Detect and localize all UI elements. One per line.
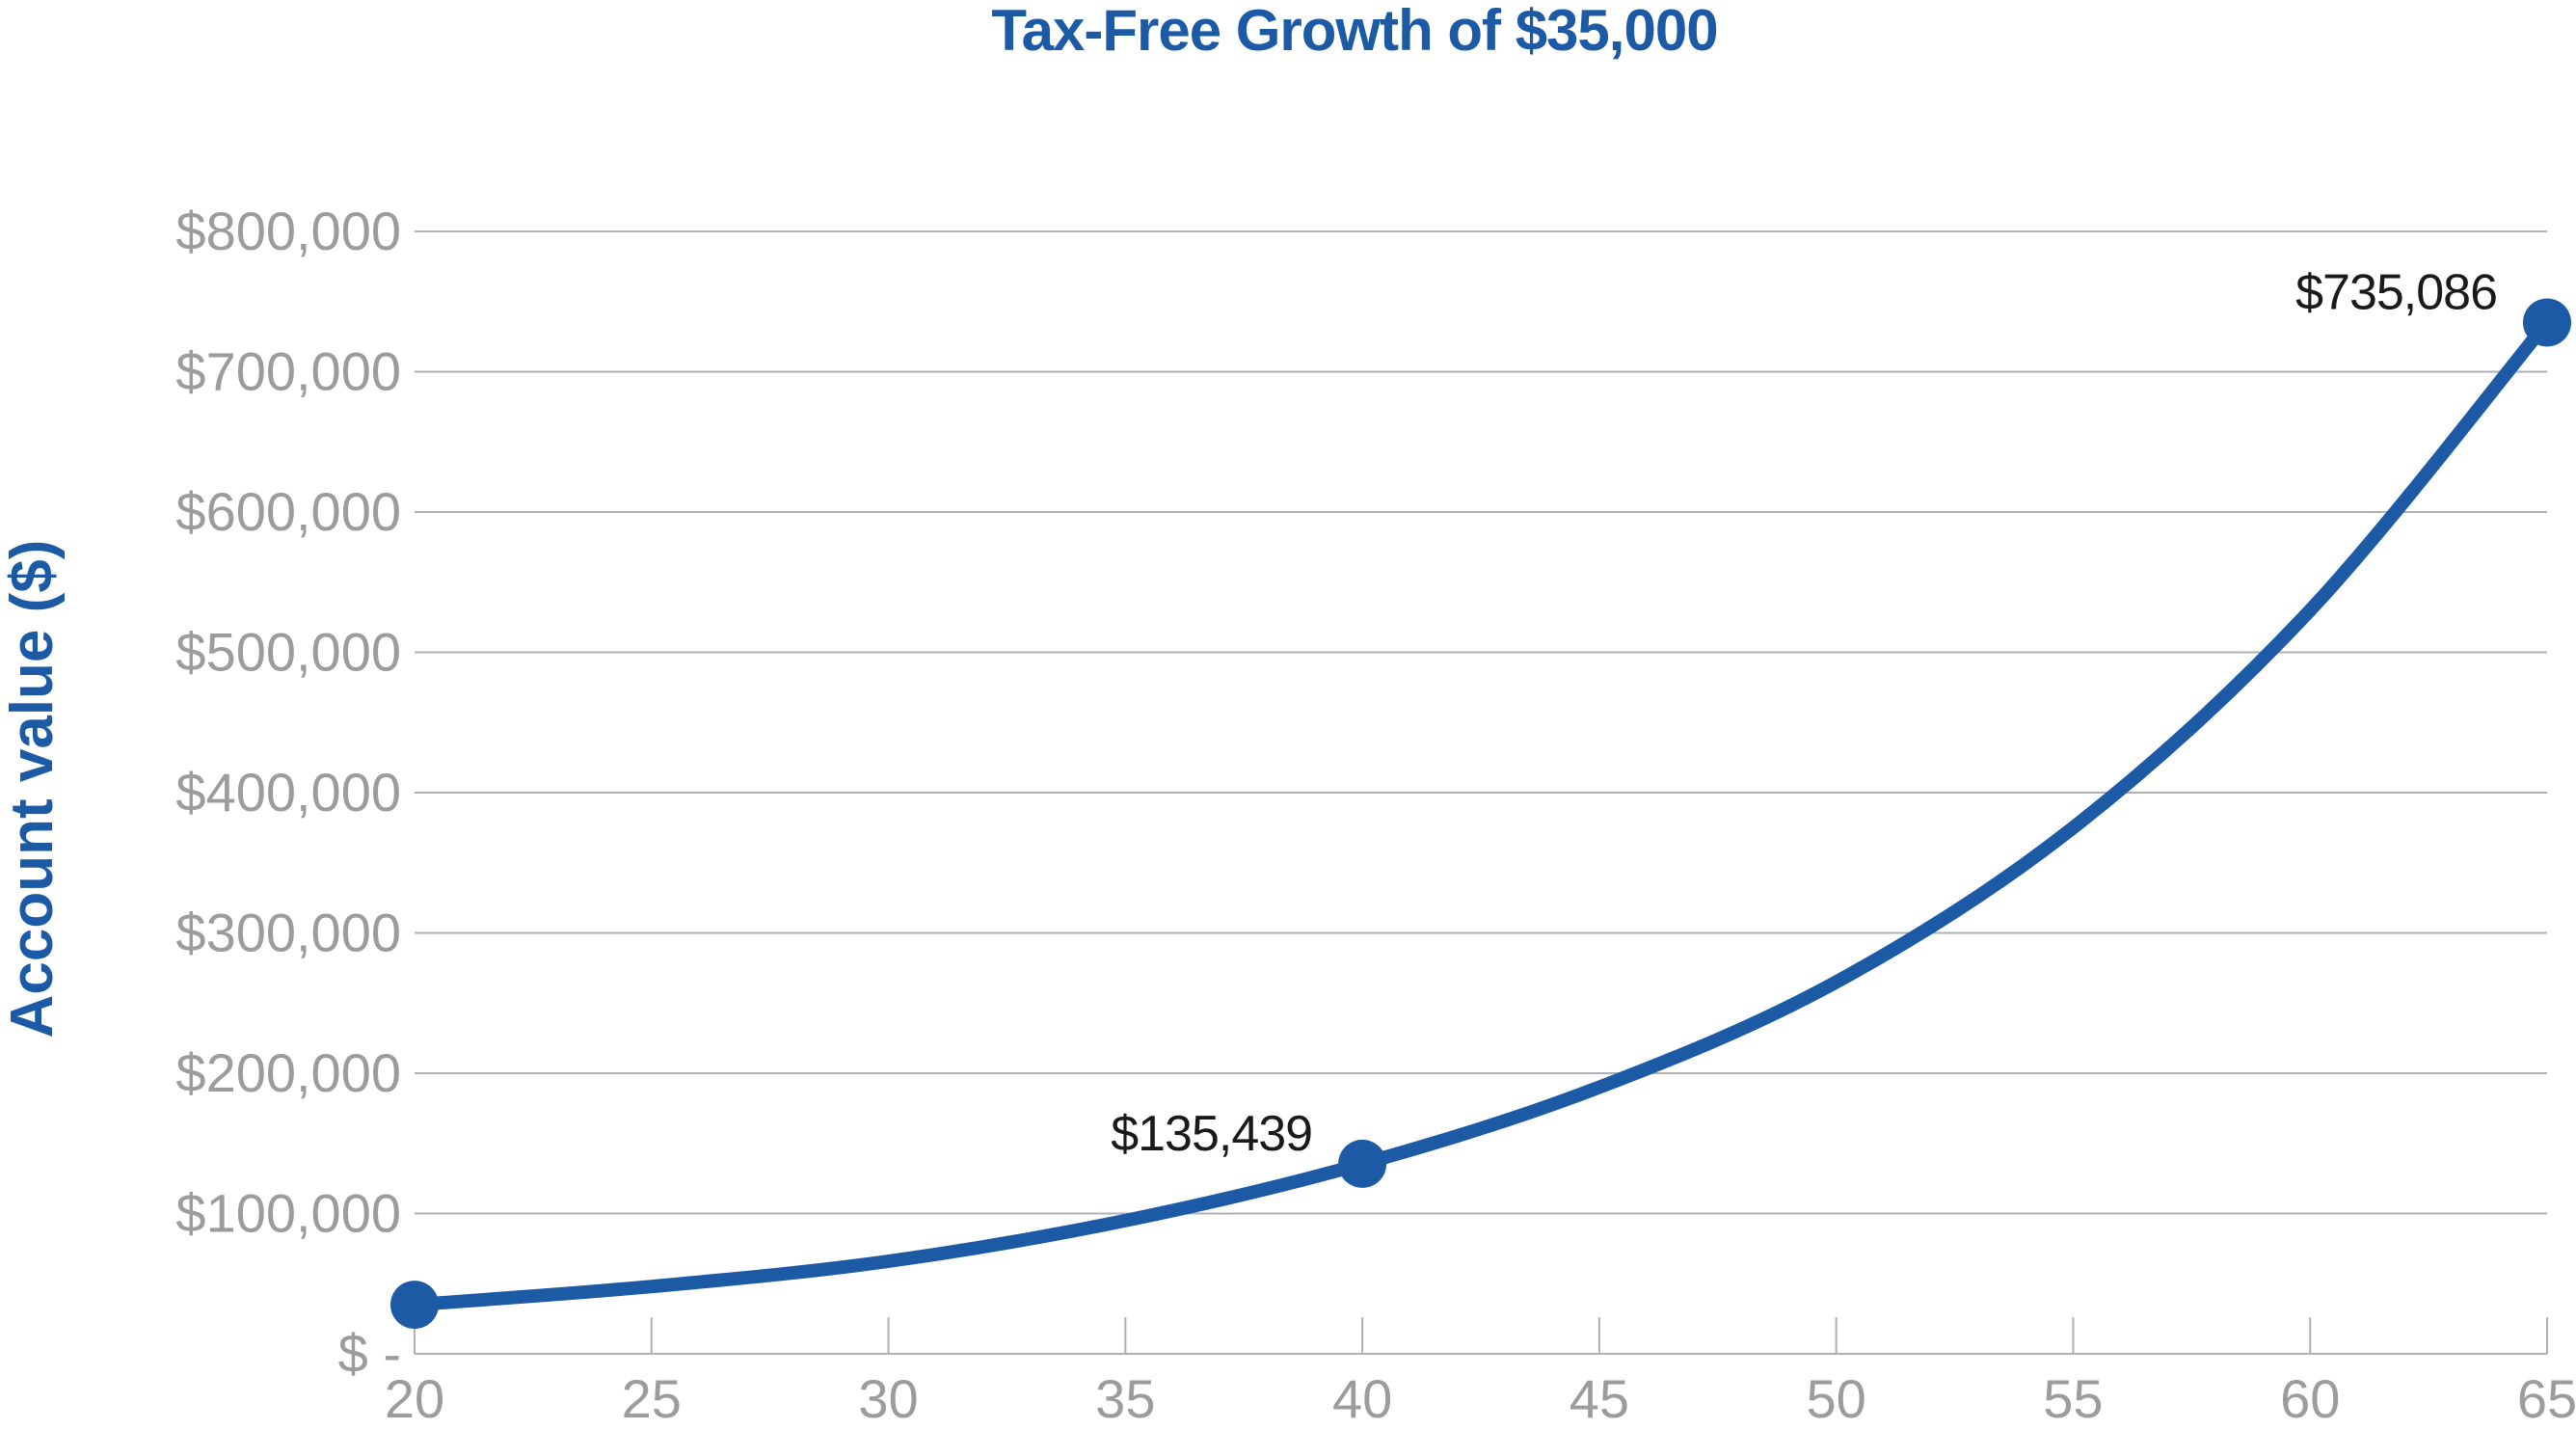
data-point — [2523, 298, 2571, 347]
y-tick-label: $200,000 — [175, 1042, 401, 1103]
y-axis-label: Account value ($) — [0, 540, 66, 1039]
series-layer — [408, 315, 2554, 1312]
x-tick-label: 50 — [1807, 1368, 1866, 1425]
y-tick-label: $300,000 — [175, 903, 401, 963]
x-tick-label: 40 — [1332, 1368, 1392, 1425]
x-tick-label: 25 — [622, 1368, 682, 1425]
series-line — [408, 315, 2554, 1312]
x-tick-label: 60 — [2280, 1368, 2340, 1425]
x-tick-label: 65 — [2517, 1368, 2576, 1425]
y-tick-label: $100,000 — [175, 1183, 401, 1244]
x-tick-label: 35 — [1095, 1368, 1155, 1425]
data-point — [1338, 1139, 1387, 1188]
data-label: $735,086 — [2295, 264, 2497, 320]
x-tick-label: 45 — [1570, 1368, 1629, 1425]
marker-layer: $135,439 $735,086 — [390, 264, 2571, 1330]
x-tick-label: 55 — [2043, 1368, 2103, 1425]
y-tick-label: $800,000 — [175, 201, 401, 261]
data-label: $135,439 — [1111, 1106, 1312, 1162]
y-tick-label: $500,000 — [175, 622, 401, 683]
x-tick-label: 20 — [385, 1368, 444, 1425]
y-axis-ticks: $ - $100,000 $200,000 $300,000 $400,000 $500,… — [175, 201, 401, 1384]
data-point — [390, 1281, 439, 1330]
gridlines — [414, 230, 2548, 1355]
y-tick-label: $400,000 — [175, 762, 401, 823]
chart-title: Tax-Free Growth of $35,000 — [991, 0, 1717, 63]
x-axis-ticks: 20 25 30 35 40 45 50 55 60 65 — [385, 1368, 2576, 1429]
y-tick-label: $600,000 — [175, 481, 401, 542]
x-tick-label: 30 — [858, 1368, 918, 1425]
y-tick-label: $700,000 — [175, 341, 401, 402]
y-tick-label: $ - — [338, 1323, 401, 1384]
